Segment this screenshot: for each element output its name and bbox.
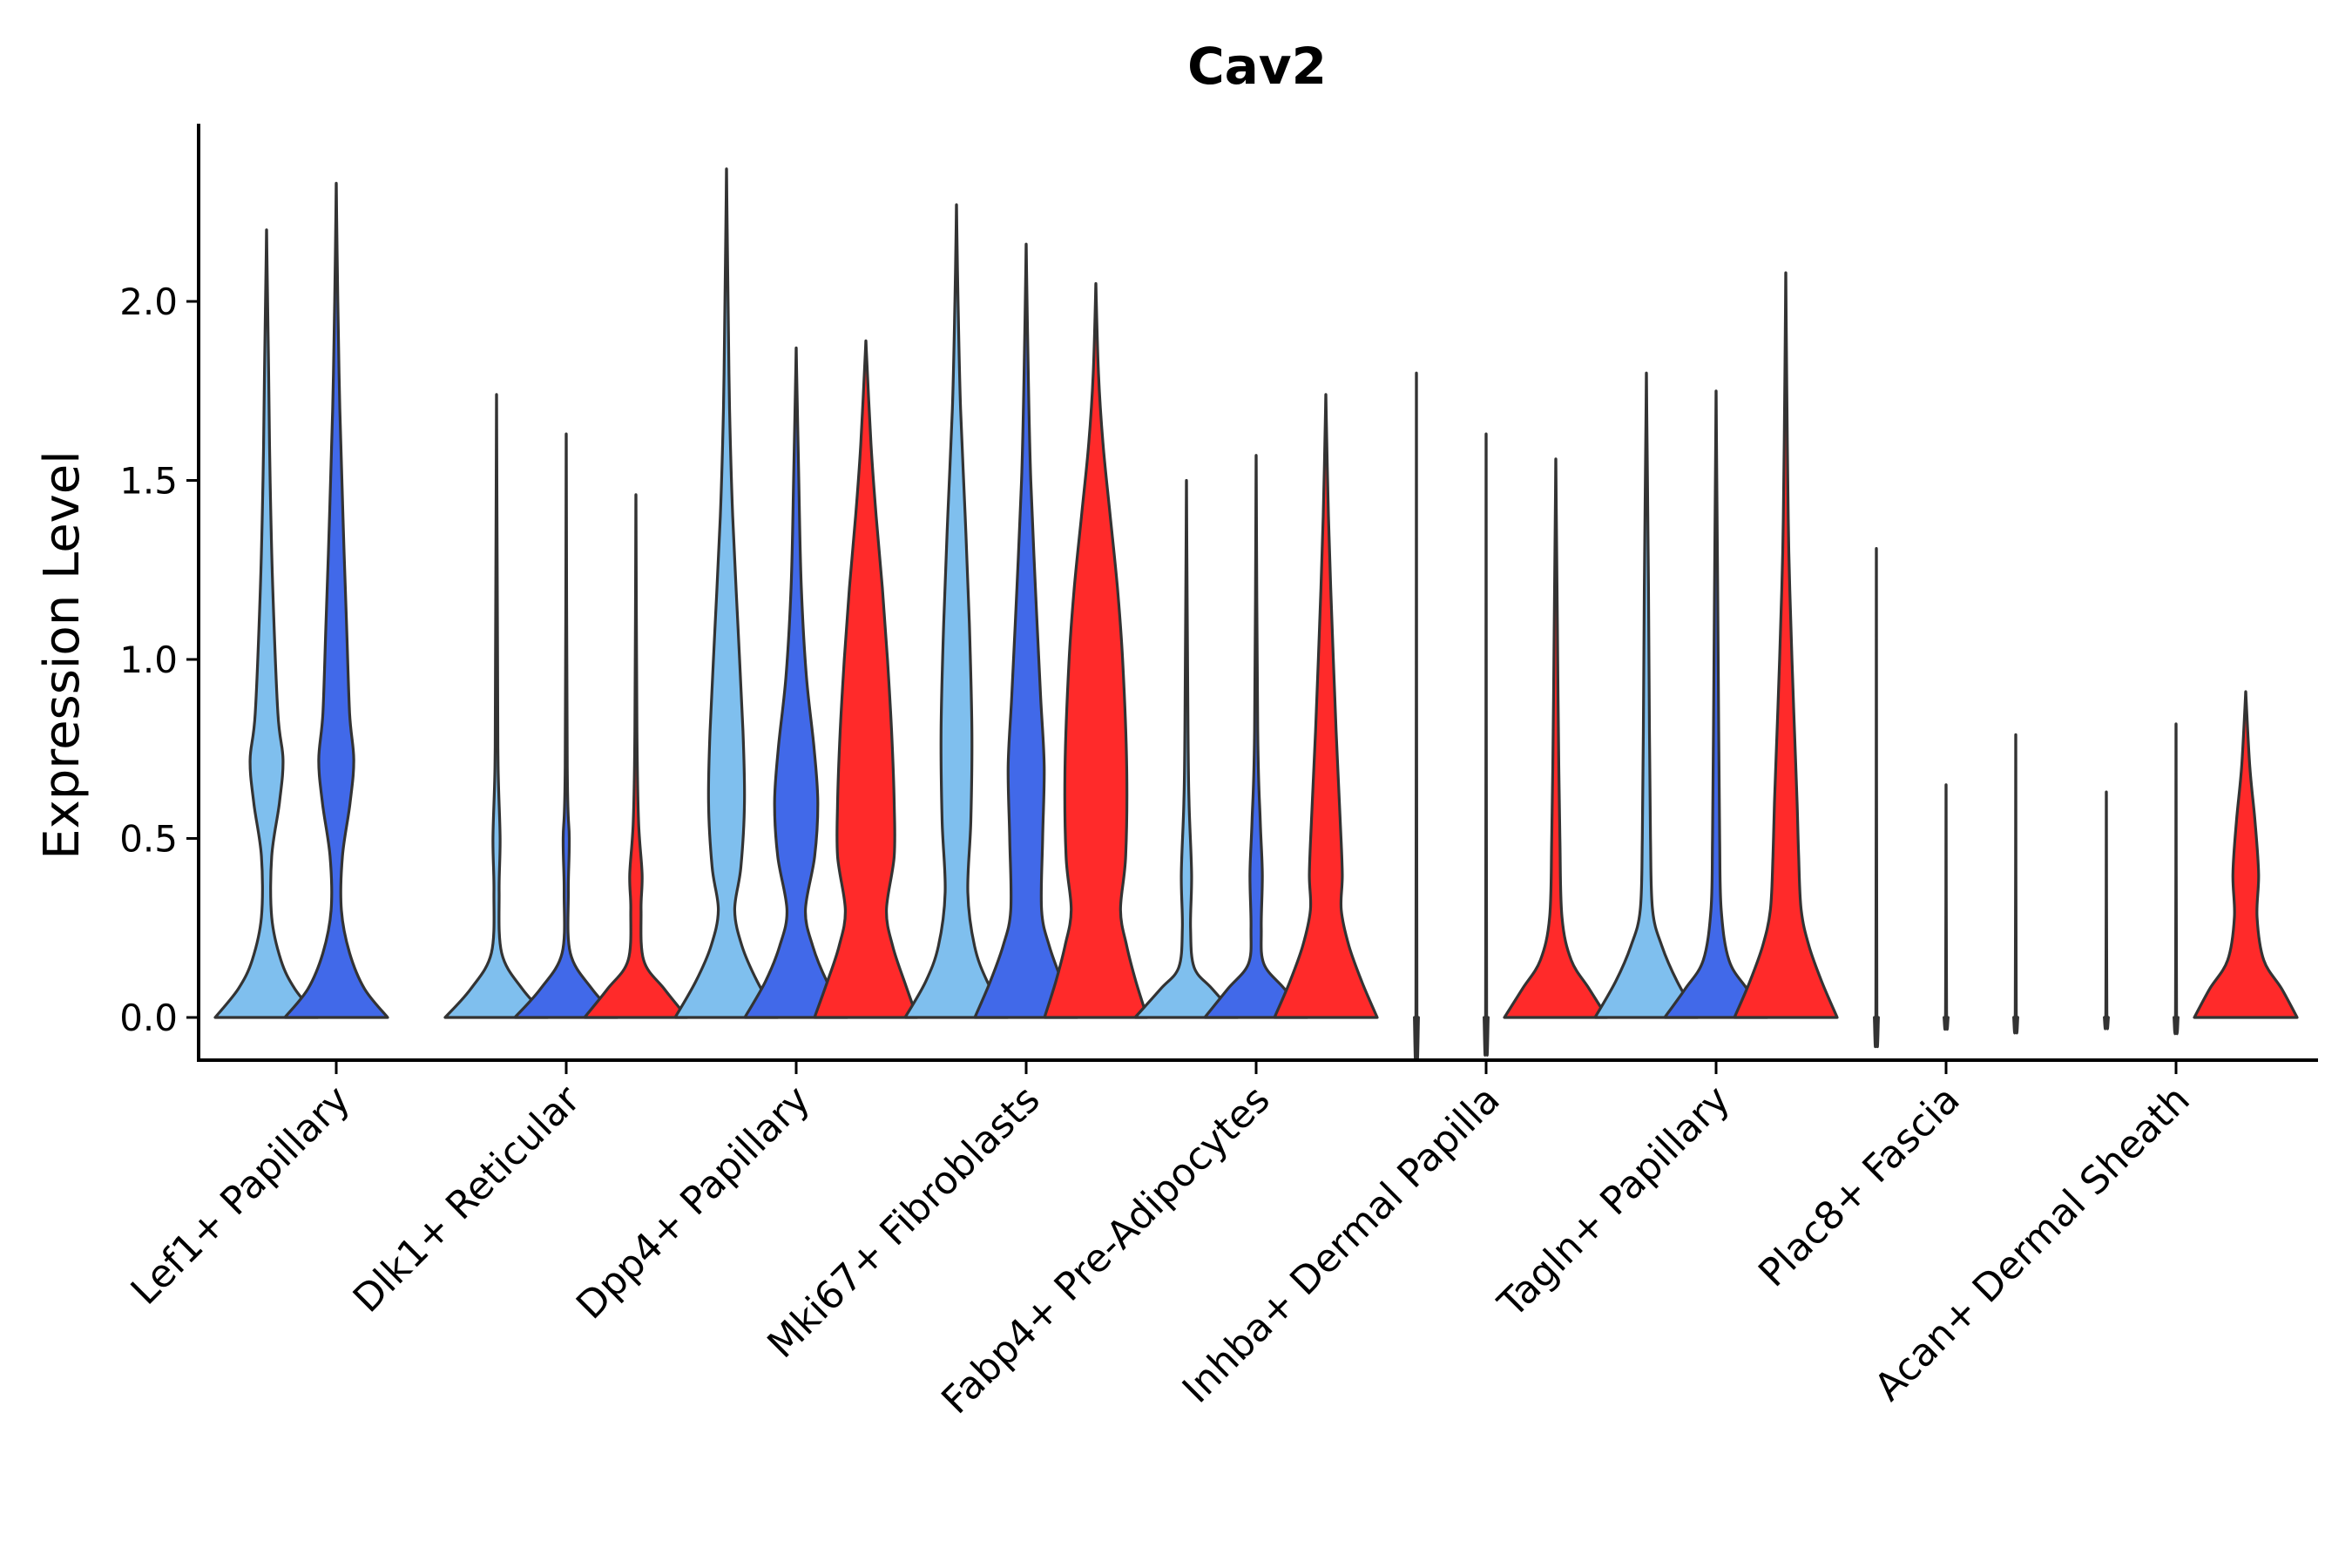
violin-body bbox=[1413, 371, 1420, 1061]
y-tick-label: 1.0 bbox=[119, 639, 178, 681]
violin-body bbox=[283, 181, 389, 1019]
violin-6-0 bbox=[1593, 371, 1700, 1019]
violin-body bbox=[1273, 393, 1379, 1019]
violin-body bbox=[903, 203, 1010, 1019]
y-ticks: 0.0 0.5 1.0 1.5 2.0 bbox=[119, 280, 199, 1039]
violin-6-1 bbox=[1663, 389, 1769, 1019]
violin-body bbox=[2173, 722, 2180, 1036]
violin-2-0 bbox=[673, 167, 780, 1019]
violin-4-0 bbox=[1133, 478, 1240, 1019]
violin-body bbox=[213, 228, 320, 1019]
violin-4-1 bbox=[1203, 454, 1309, 1019]
violin-body bbox=[813, 339, 919, 1019]
violin-body bbox=[1043, 281, 1149, 1019]
violin-3-2 bbox=[1043, 281, 1149, 1019]
violin-2-2 bbox=[813, 339, 919, 1019]
x-category-label: Plac8+ Fascia bbox=[1750, 1078, 1969, 1296]
y-tick-label: 0.0 bbox=[119, 997, 178, 1039]
violin-8-2 bbox=[2193, 690, 2299, 1019]
violin-body bbox=[973, 242, 1079, 1019]
violin-5-0 bbox=[1413, 371, 1420, 1061]
violin-2-1 bbox=[743, 346, 849, 1019]
violin-0-0 bbox=[213, 228, 320, 1019]
violin-8-0 bbox=[2103, 790, 2110, 1031]
violin-body bbox=[583, 493, 689, 1019]
x-category-label: Dpp4+ Papillary bbox=[568, 1078, 819, 1328]
violin-1-1 bbox=[513, 432, 619, 1019]
violin-body bbox=[1203, 454, 1309, 1019]
y-tick-label: 1.5 bbox=[119, 460, 178, 503]
y-tick-label: 0.5 bbox=[119, 818, 178, 861]
violin-body bbox=[1593, 371, 1700, 1019]
violin-7-0 bbox=[1873, 547, 1880, 1049]
violin-body bbox=[1663, 389, 1769, 1019]
violin-body bbox=[2012, 733, 2019, 1035]
violin-body bbox=[513, 432, 619, 1019]
violin-body bbox=[743, 346, 849, 1019]
x-category-label: Lef1+ Papillary bbox=[123, 1078, 359, 1314]
violin-7-1 bbox=[1943, 783, 1950, 1031]
violin-8-1 bbox=[2173, 722, 2180, 1036]
violin-body bbox=[1943, 783, 1950, 1031]
violin-body bbox=[1873, 547, 1880, 1049]
violin-5-1 bbox=[1483, 432, 1490, 1057]
violin-1-0 bbox=[443, 393, 550, 1019]
violin-4-2 bbox=[1273, 393, 1379, 1019]
violin-body bbox=[443, 393, 550, 1019]
violin-body bbox=[673, 167, 780, 1019]
violin-body bbox=[1483, 432, 1490, 1057]
chart-title: Cav2 bbox=[1187, 37, 1327, 96]
violin-6-2 bbox=[1733, 271, 1839, 1019]
violin-3-1 bbox=[973, 242, 1079, 1019]
violin-body bbox=[1733, 271, 1839, 1019]
violin-body bbox=[2103, 790, 2110, 1031]
violin-5-2 bbox=[1503, 457, 1609, 1019]
violin-7-2 bbox=[2012, 733, 2019, 1035]
violin-0-1 bbox=[283, 181, 389, 1019]
violin-body bbox=[1133, 478, 1240, 1019]
x-category-label: Dlk1+ Reticular bbox=[345, 1077, 590, 1321]
violin-body bbox=[2193, 690, 2299, 1019]
violin-3-0 bbox=[903, 203, 1010, 1019]
violin-1-2 bbox=[583, 493, 689, 1019]
violins-layer bbox=[213, 167, 2299, 1061]
violin-body bbox=[1503, 457, 1609, 1019]
y-tick-label: 2.0 bbox=[119, 280, 178, 323]
x-category-label: Tagln+ Papillary bbox=[1490, 1078, 1739, 1327]
y-axis-label: Expression Level bbox=[34, 450, 91, 860]
